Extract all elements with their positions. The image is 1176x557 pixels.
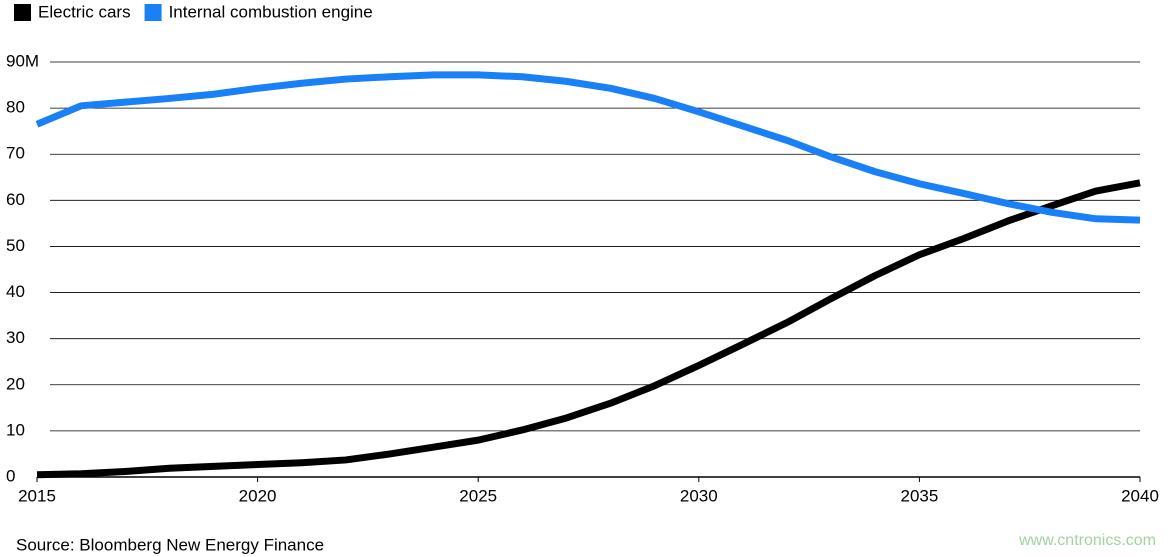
y-tick-label: 60 — [6, 190, 25, 209]
line-series — [35, 71, 1141, 224]
y-tick-label: 40 — [6, 282, 25, 301]
y-tick-label: 10 — [6, 420, 25, 439]
legend-label: Internal combustion engine — [169, 2, 373, 21]
legend-label: Electric cars — [38, 2, 131, 21]
y-tick-label: 20 — [6, 374, 25, 393]
y-tick-label: 50 — [6, 236, 25, 255]
legend-swatch — [144, 4, 162, 21]
x-tick-label: 2030 — [680, 486, 718, 505]
y-tick-label: 70 — [6, 144, 25, 163]
y-tick-label: 80 — [6, 98, 25, 117]
source-note: Source: Bloomberg New Energy Finance — [16, 535, 324, 554]
x-tick-label: 2040 — [1121, 486, 1159, 505]
y-tick-label: 30 — [6, 328, 25, 347]
x-tick-label: 2025 — [459, 486, 497, 505]
x-tick-label: 2015 — [18, 486, 56, 505]
y-tick-label: 0 — [6, 466, 15, 485]
x-tick-label: 2020 — [239, 486, 277, 505]
watermark: www.cntronics.com — [1018, 532, 1156, 549]
y-tick-label: 90M — [6, 51, 39, 70]
legend-swatch — [14, 4, 31, 21]
line-series — [36, 179, 1141, 479]
x-tick-label: 2035 — [900, 486, 938, 505]
